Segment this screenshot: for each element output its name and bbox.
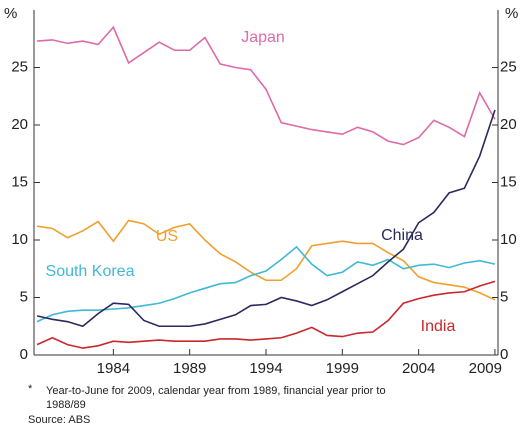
y-tick-label: 25 <box>11 58 28 75</box>
series-label: India <box>421 318 456 335</box>
note-marker: * <box>28 383 33 395</box>
y2-tick-label: 10 <box>500 231 517 248</box>
series-line <box>36 109 496 328</box>
y2-tick-label: 20 <box>500 116 517 133</box>
x-tick-label: 1984 <box>97 360 130 377</box>
x-tick-label: 2004 <box>402 360 435 377</box>
y-tick-label: 10 <box>11 231 28 248</box>
series-line <box>36 280 496 349</box>
y-tick-label: 5 <box>20 288 28 305</box>
x-tick-label: 1989 <box>173 360 206 377</box>
y-axis-label: % <box>4 5 17 22</box>
x-tick-label: 1999 <box>326 360 359 377</box>
series-line <box>36 245 496 323</box>
y2-tick-label: 15 <box>500 173 517 190</box>
y-tick-label: 0 <box>20 346 28 363</box>
y2-axis-label: % <box>505 5 518 22</box>
series-label: US <box>156 228 178 245</box>
source: Source: ABS <box>28 414 90 426</box>
x-tick-label: 2009 <box>469 360 502 377</box>
series-label: South Korea <box>46 263 135 280</box>
series-line <box>36 25 496 146</box>
y-tick-label: 15 <box>11 173 28 190</box>
series-label: China <box>381 227 423 244</box>
series-line <box>36 219 496 301</box>
x-tick-label: 1994 <box>249 360 282 377</box>
y2-tick-label: 25 <box>500 58 517 75</box>
series-label: Japan <box>241 29 285 46</box>
y2-tick-label: 5 <box>500 288 508 305</box>
note: 1988/89 <box>46 399 86 411</box>
note: Year-to-June for 2009, calendar year fro… <box>46 385 386 397</box>
y-tick-label: 20 <box>11 116 28 133</box>
y2-tick-label: 0 <box>500 346 508 363</box>
